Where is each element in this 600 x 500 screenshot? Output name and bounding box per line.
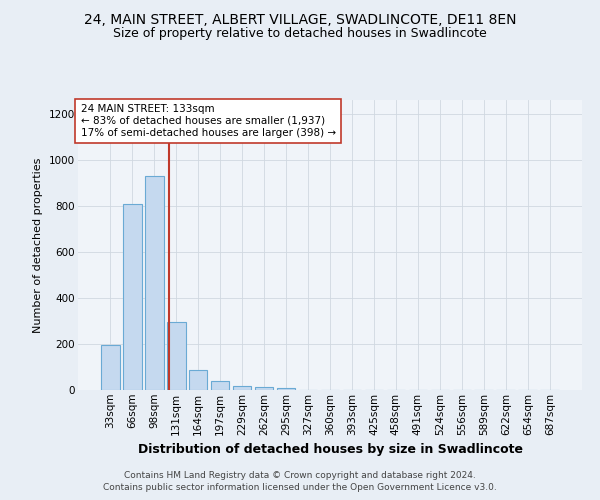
Bar: [277, 388, 295, 390]
Bar: [145, 176, 164, 390]
Text: Contains HM Land Registry data © Crown copyright and database right 2024.
Contai: Contains HM Land Registry data © Crown c…: [103, 471, 497, 492]
Text: 24, MAIN STREET, ALBERT VILLAGE, SWADLINCOTE, DE11 8EN: 24, MAIN STREET, ALBERT VILLAGE, SWADLIN…: [84, 12, 516, 26]
X-axis label: Distribution of detached houses by size in Swadlincote: Distribution of detached houses by size …: [137, 443, 523, 456]
Bar: [167, 322, 185, 390]
Bar: [255, 387, 274, 390]
Bar: [101, 344, 119, 390]
Bar: [189, 370, 208, 390]
Bar: [211, 381, 229, 390]
Bar: [233, 386, 251, 390]
Bar: [123, 204, 142, 390]
Y-axis label: Number of detached properties: Number of detached properties: [34, 158, 43, 332]
Text: Size of property relative to detached houses in Swadlincote: Size of property relative to detached ho…: [113, 28, 487, 40]
Text: 24 MAIN STREET: 133sqm
← 83% of detached houses are smaller (1,937)
17% of semi-: 24 MAIN STREET: 133sqm ← 83% of detached…: [80, 104, 335, 138]
